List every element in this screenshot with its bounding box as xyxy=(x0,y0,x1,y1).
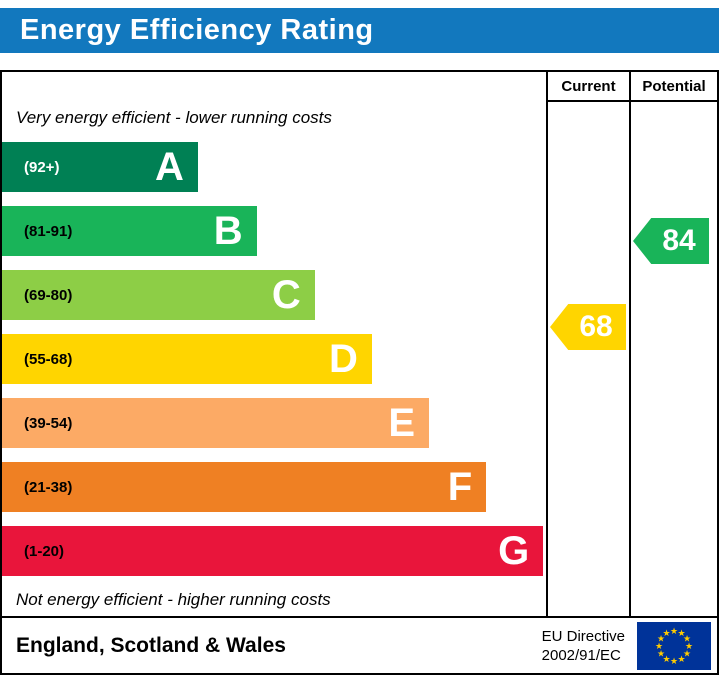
band-row-d: (55-68) D xyxy=(2,334,546,384)
band-row-f: (21-38) F xyxy=(2,462,546,512)
band-range-e: (39-54) xyxy=(24,414,73,432)
band-letter-f: F xyxy=(447,465,473,509)
svg-text:★: ★ xyxy=(662,628,670,638)
band-range-f: (21-38) xyxy=(24,478,73,496)
eu-directive-line1: EU Directive xyxy=(541,627,625,645)
band-range-b: (81-91) xyxy=(24,222,73,240)
band-range-a: (92+) xyxy=(24,158,60,176)
band-range-c: (69-80) xyxy=(24,286,73,304)
band-row-a: (92+) A xyxy=(2,142,546,192)
svg-text:★: ★ xyxy=(685,641,693,651)
band-bar-g: (1-20) G xyxy=(2,526,544,576)
band-row-g: (1-20) G xyxy=(2,526,546,576)
svg-text:★: ★ xyxy=(683,648,691,658)
svg-text:★: ★ xyxy=(683,633,691,643)
svg-text:★: ★ xyxy=(677,628,685,638)
band-bar-b: (81-91) B xyxy=(2,206,257,256)
band-row-c: (69-80) C xyxy=(2,270,546,320)
eu-flag-icon: ★ ★★★★★★★★★★★ xyxy=(637,621,711,670)
potential-rating-arrow: 84 xyxy=(633,218,709,264)
svg-text:★: ★ xyxy=(670,656,678,666)
footer-right: EU Directive 2002/91/EC ★ ★ ★ ★ ★ ★ ★ ★ ★ ★ ★ ★ xyxy=(542,621,717,670)
rating-chart-box: Very energy efficient - lower running co… xyxy=(0,70,719,675)
band-range-d: (55-68) xyxy=(24,350,73,368)
bands-area: Very energy efficient - lower running co… xyxy=(2,72,546,616)
rating-table: Very energy efficient - lower running co… xyxy=(2,72,717,616)
band-letter-g: G xyxy=(498,529,530,573)
band-letter-b: B xyxy=(213,209,243,253)
eu-directive-line2: 2002/91/EC xyxy=(541,646,621,664)
current-column: 68 xyxy=(546,102,629,616)
current-column-header: Current xyxy=(546,72,629,102)
band-range-g: (1-20) xyxy=(24,542,65,560)
band-row-b: (81-91) B xyxy=(2,206,546,256)
bottom-caption: Not energy efficient - higher running co… xyxy=(16,590,331,609)
band-bar-a: (92+) A xyxy=(2,142,198,192)
band-bar-d: (55-68) D xyxy=(2,334,372,384)
band-row-e: (39-54) E xyxy=(2,398,546,448)
band-letter-e: E xyxy=(388,401,416,445)
potential-column-header: Potential xyxy=(629,72,717,102)
band-bar-c: (69-80) C xyxy=(2,270,315,320)
svg-text:★: ★ xyxy=(655,641,663,651)
current-rating-arrow: 68 xyxy=(550,304,626,350)
band-letter-c: C xyxy=(271,273,301,317)
band-letter-a: A xyxy=(154,145,184,189)
svg-text:★: ★ xyxy=(677,654,685,664)
potential-column: 84 xyxy=(629,102,717,616)
band-letter-d: D xyxy=(329,337,358,381)
svg-text:★: ★ xyxy=(662,654,670,664)
band-bar-e: (39-54) E xyxy=(2,398,430,448)
region-label: England, Scotland & Wales xyxy=(16,633,286,657)
svg-text:★: ★ xyxy=(670,626,678,636)
footer-bar: England, Scotland & Wales EU Directive 2… xyxy=(2,616,717,673)
svg-text:★: ★ xyxy=(657,648,665,658)
eu-directive-text: EU Directive 2002/91/EC xyxy=(542,627,625,665)
svg-text:★: ★ xyxy=(657,633,665,643)
top-caption: Very energy efficient - lower running co… xyxy=(16,108,332,127)
band-bar-f: (21-38) F xyxy=(2,462,487,512)
page-title: Energy Efficiency Rating xyxy=(20,14,374,46)
title-bar: Energy Efficiency Rating xyxy=(0,8,719,53)
